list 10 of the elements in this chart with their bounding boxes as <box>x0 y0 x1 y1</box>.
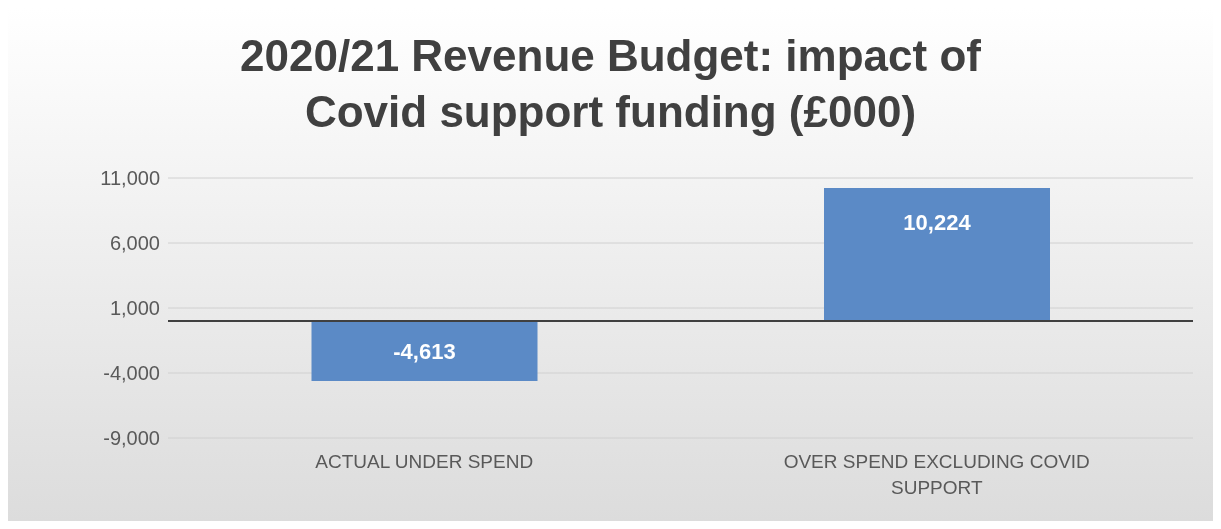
y-tick-label: -9,000 <box>103 427 160 450</box>
x-tick-label: ACTUAL UNDER SPEND <box>315 451 534 472</box>
x-tick-label: OVER SPEND EXCLUDING COVID SUPPORT <box>783 451 1090 498</box>
y-tick-label: 11,000 <box>100 167 160 190</box>
data-label: -4,613 <box>393 338 456 364</box>
chart-title: 2020/21 Revenue Budget: impact of Covid support funding (£000) <box>239 30 982 138</box>
y-tick-label: 6,000 <box>109 232 160 255</box>
y-tick-label: -4,000 <box>103 362 160 385</box>
data-label: 10,224 <box>903 210 972 236</box>
y-tick-label: 1,000 <box>109 297 160 320</box>
